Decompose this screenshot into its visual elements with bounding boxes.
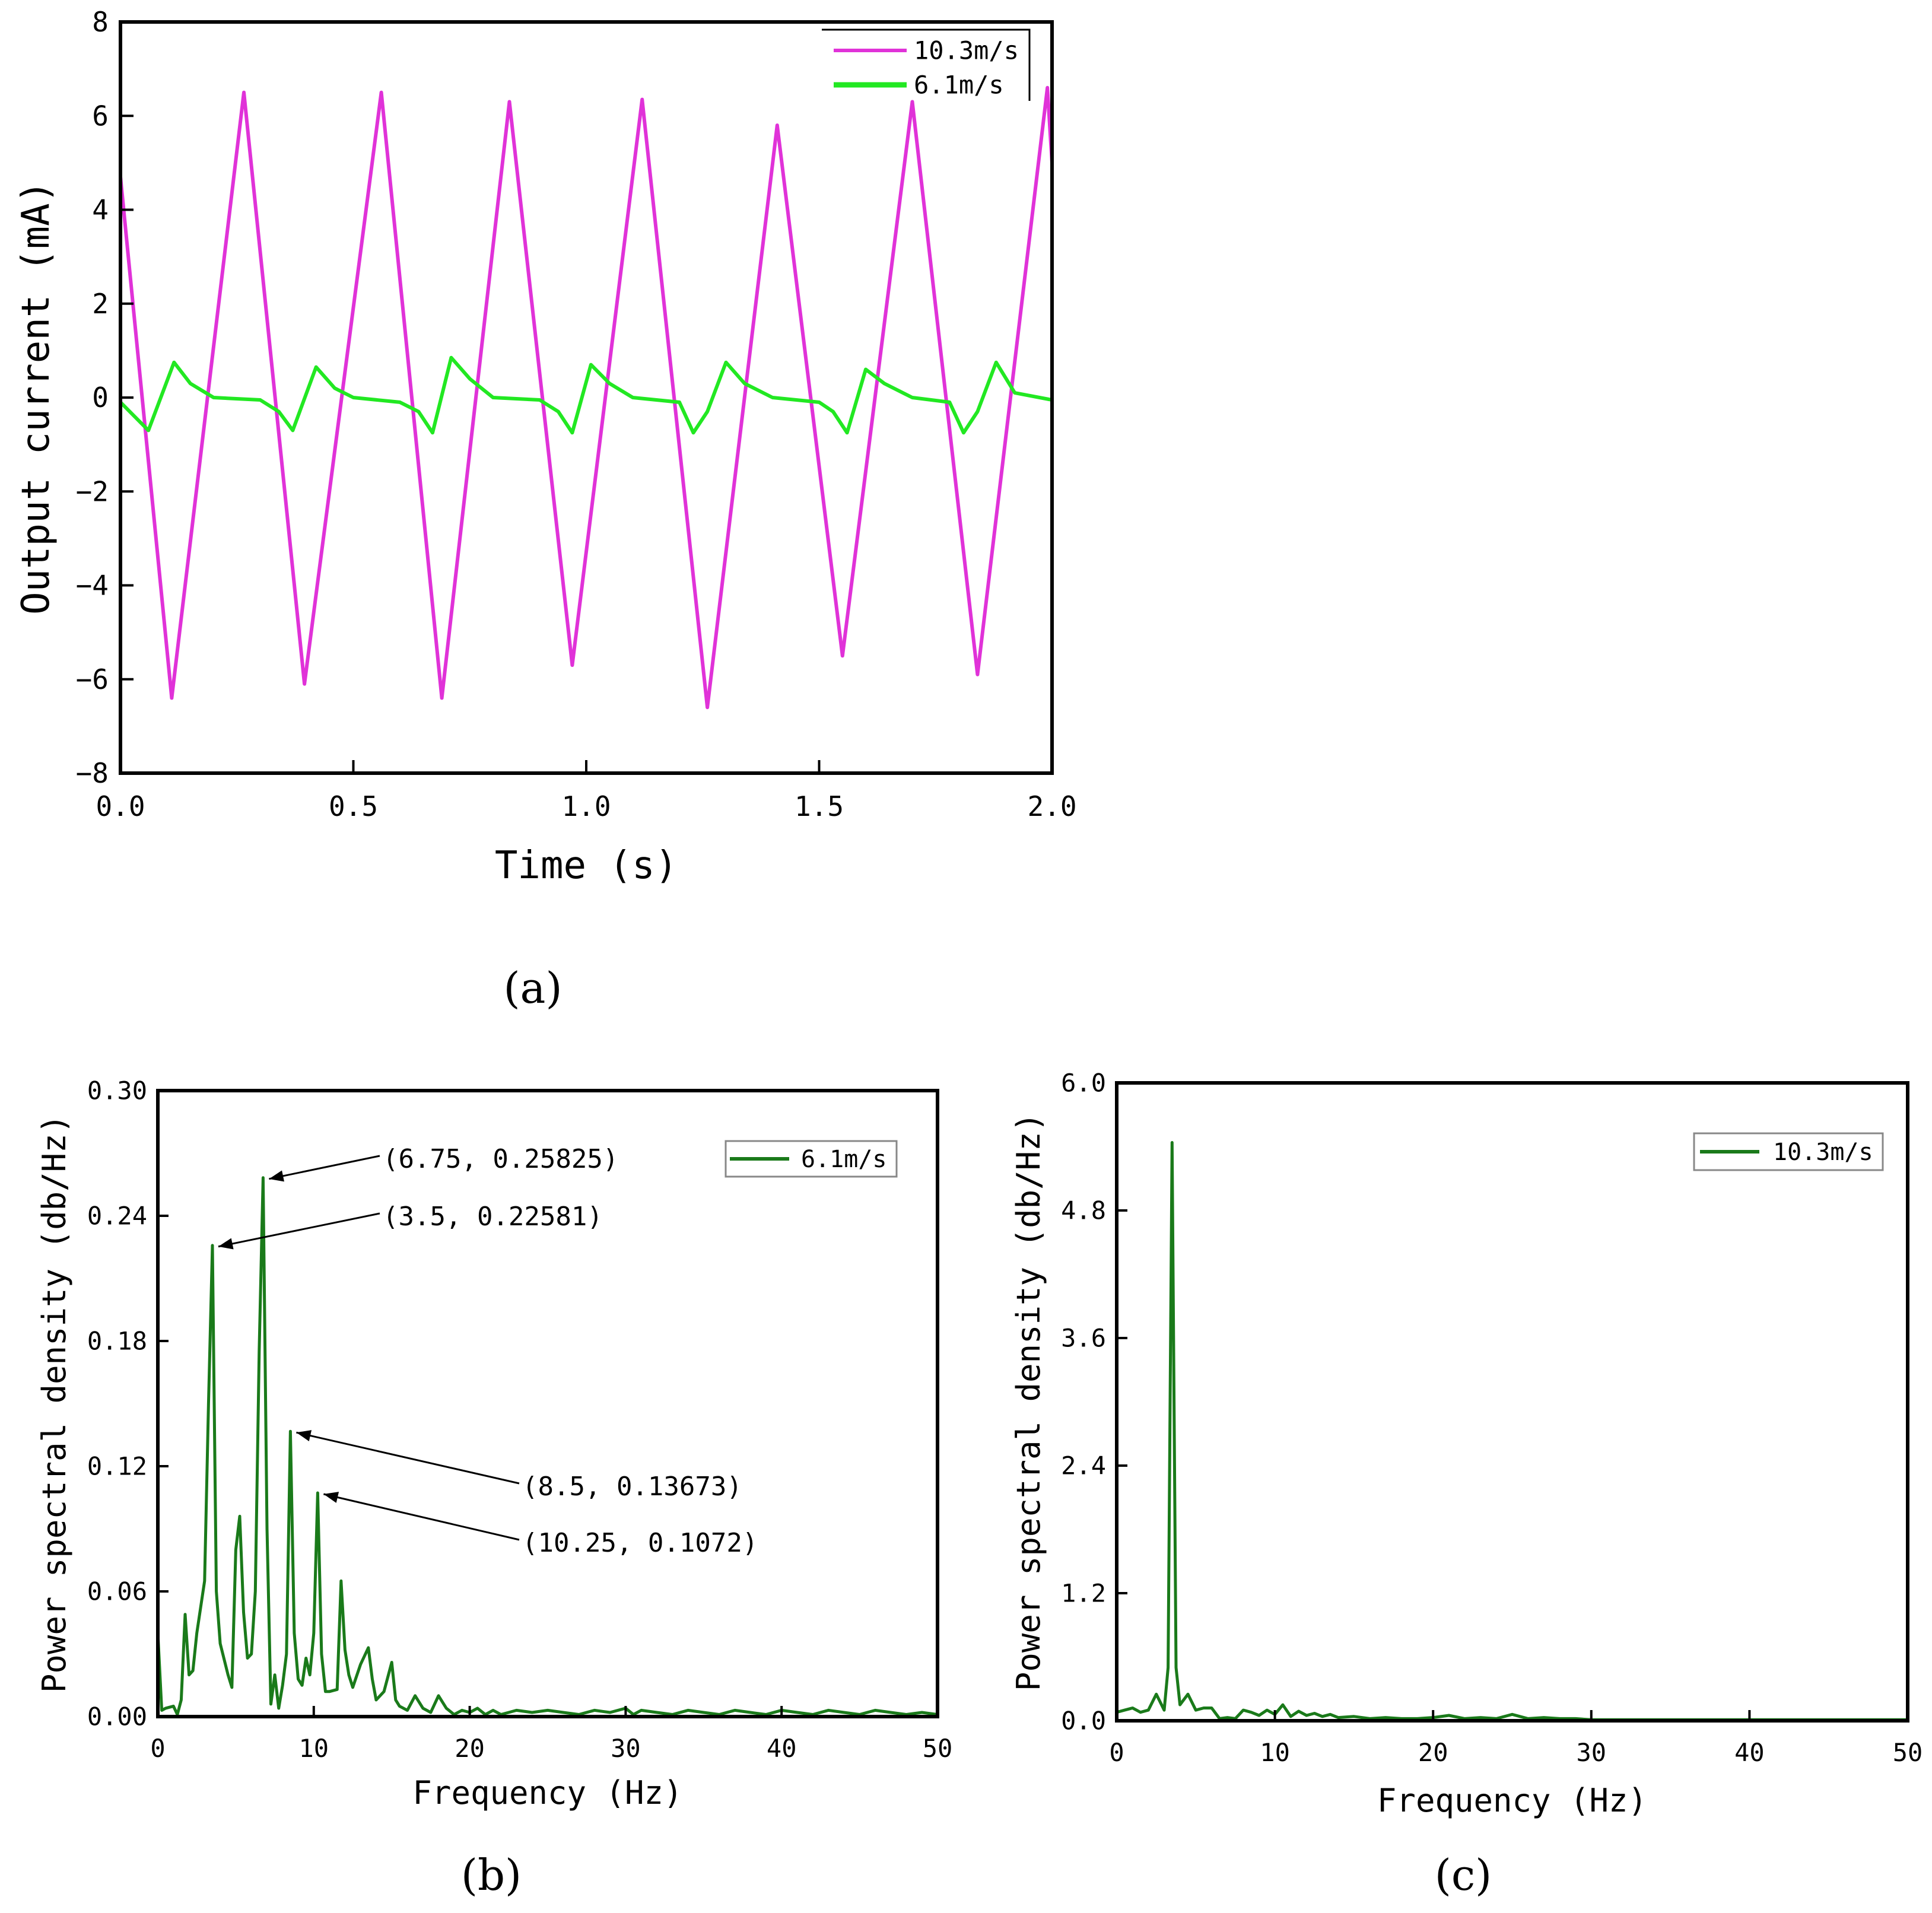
series-line-c-0 — [1115, 1141, 1909, 1721]
x-tick-label: 30 — [611, 1734, 641, 1763]
annotation-label: (3.5, 0.22581) — [383, 1202, 603, 1232]
y-tick-label: −2 — [76, 475, 109, 507]
y-tick-label: 6 — [92, 100, 109, 132]
annotation-arrowhead — [218, 1238, 234, 1250]
annotation-label: (10.25, 0.1072) — [522, 1528, 758, 1558]
annotation-label: (8.5, 0.13673) — [522, 1472, 742, 1502]
annotation-arrow-line — [218, 1212, 380, 1248]
annotation-arrowhead — [323, 1492, 339, 1503]
x-axis-title: Frequency (Hz) — [412, 1774, 682, 1812]
annotation-arrowhead — [269, 1170, 284, 1182]
x-tick-label: 40 — [767, 1734, 797, 1763]
y-tick-label: 2 — [92, 288, 109, 320]
x-tick-label: 0.0 — [96, 790, 145, 822]
legend-box — [822, 28, 1031, 101]
x-tick-label: 30 — [1577, 1738, 1607, 1767]
x-tick-label: 1.0 — [561, 790, 611, 822]
x-tick-label: 40 — [1734, 1738, 1765, 1767]
y-tick-label: 2.4 — [1061, 1451, 1106, 1480]
y-tick-label: 0.06 — [87, 1577, 147, 1606]
y-tick-label: 0.12 — [87, 1452, 147, 1481]
x-axis-title: Frequency (Hz) — [1377, 1782, 1647, 1819]
y-tick-label: 0.30 — [87, 1076, 147, 1105]
x-tick-label: 10 — [299, 1734, 329, 1763]
y-tick-label: 3.6 — [1061, 1324, 1106, 1353]
caption-a: (a) — [503, 963, 562, 1013]
legend-label: 10.3m/s — [914, 36, 1019, 65]
x-tick-label: 20 — [455, 1734, 485, 1763]
legend-label: 10.3m/s — [1773, 1139, 1873, 1166]
y-axis-title: Output current (mA) — [14, 180, 58, 615]
plot-frame-b — [156, 1089, 939, 1718]
annotation-label: (6.75, 0.25825) — [383, 1144, 618, 1174]
y-tick-label: −6 — [76, 663, 109, 695]
y-tick-label: 1.2 — [1061, 1579, 1106, 1608]
plot-frame-c — [1115, 1081, 1909, 1723]
annotation-arrow-line — [323, 1493, 520, 1541]
y-tick-label: −4 — [76, 570, 109, 602]
y-tick-label: 0.24 — [87, 1202, 147, 1231]
annotation-arrowhead — [296, 1430, 312, 1441]
x-tick-label: 1.5 — [795, 790, 844, 822]
annotation-arrow-line — [296, 1431, 520, 1485]
x-tick-label: 10 — [1260, 1738, 1290, 1767]
x-tick-label: 0.5 — [329, 790, 378, 822]
x-tick-label: 50 — [1893, 1738, 1923, 1767]
caption-c: (c) — [1435, 1850, 1492, 1900]
x-tick-label: 20 — [1418, 1738, 1448, 1767]
y-tick-label: 4.8 — [1061, 1196, 1106, 1225]
y-tick-label: 8 — [92, 6, 109, 38]
chart-a: 0.0 0.5 1.0 1.5 2.0 −8 −6 −4 −2 0 2 4 6 8 Time (s) Outp… — [14, 6, 1077, 1013]
x-tick-label: 0 — [1109, 1738, 1124, 1767]
y-tick-label: 0.00 — [87, 1702, 147, 1731]
legend-label: 6.1m/s — [914, 71, 1004, 100]
y-tick-label: 0.18 — [87, 1327, 147, 1356]
series-line-b-0 — [156, 1176, 939, 1716]
x-tick-label: 50 — [923, 1734, 953, 1763]
chart-b: 0 10 20 30 40 50 0.00 0.06 0.12 0.18 0.24 0.30 Frequ… — [36, 1076, 952, 1900]
series-line-a-1 — [119, 355, 1054, 435]
y-tick-label: 0.0 — [1061, 1707, 1106, 1736]
y-tick-label: 6.0 — [1061, 1069, 1106, 1098]
x-axis-title: Time (s) — [495, 844, 678, 888]
annotation-arrow-line — [269, 1155, 380, 1180]
y-axis-title: Power spectral density (db/Hz) — [36, 1114, 73, 1693]
caption-b: (b) — [461, 1850, 522, 1900]
legend-label: 6.1m/s — [801, 1146, 887, 1173]
y-tick-label: −8 — [76, 757, 109, 789]
y-tick-label: 4 — [92, 194, 109, 226]
chart-c: 0 10 20 30 40 50 0.0 1.2 2.4 3.6 4.8 6.0 Frequency (… — [1010, 1069, 1923, 1900]
x-tick-label: 0 — [150, 1734, 165, 1763]
x-tick-label: 2.0 — [1027, 790, 1076, 822]
y-tick-label: 0 — [92, 382, 109, 414]
y-axis-title: Power spectral density (db/Hz) — [1010, 1113, 1047, 1691]
